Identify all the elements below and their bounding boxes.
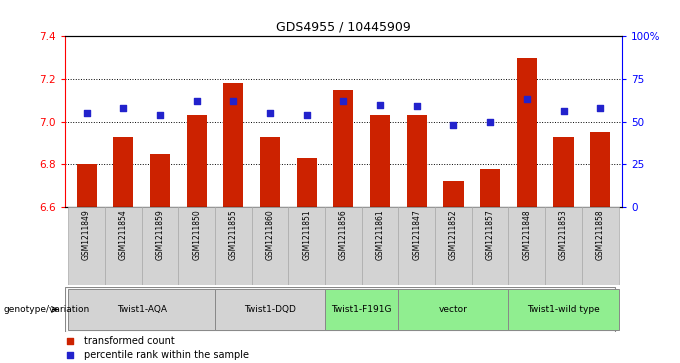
Bar xyxy=(215,289,325,330)
Text: GSM1211856: GSM1211856 xyxy=(339,209,348,260)
Bar xyxy=(325,289,398,330)
Text: GSM1211858: GSM1211858 xyxy=(596,209,605,260)
Bar xyxy=(288,207,325,285)
Bar xyxy=(325,207,362,285)
Point xyxy=(448,122,459,128)
Bar xyxy=(472,207,509,285)
Bar xyxy=(509,207,545,285)
Bar xyxy=(296,158,317,207)
Bar xyxy=(223,83,243,207)
Bar xyxy=(68,289,215,330)
Point xyxy=(118,105,129,111)
Bar xyxy=(590,132,610,207)
Bar xyxy=(113,136,133,207)
Point xyxy=(485,119,496,125)
Bar xyxy=(105,207,141,285)
Bar xyxy=(582,207,619,285)
Text: GSM1211847: GSM1211847 xyxy=(412,209,422,260)
Text: Twist1-F191G: Twist1-F191G xyxy=(331,305,392,314)
Text: GSM1211848: GSM1211848 xyxy=(522,209,531,260)
Bar xyxy=(480,168,500,207)
Point xyxy=(375,102,386,107)
Bar xyxy=(362,207,398,285)
Bar xyxy=(68,207,105,285)
Bar xyxy=(260,136,280,207)
Bar xyxy=(443,181,464,207)
Bar xyxy=(77,164,97,207)
Text: GSM1211855: GSM1211855 xyxy=(229,209,238,260)
Bar xyxy=(407,115,427,207)
Bar xyxy=(215,207,252,285)
Bar xyxy=(435,207,472,285)
Text: GSM1211861: GSM1211861 xyxy=(375,209,385,260)
Point xyxy=(65,352,75,358)
Text: GSM1211850: GSM1211850 xyxy=(192,209,201,260)
Text: GSM1211851: GSM1211851 xyxy=(302,209,311,260)
Text: GSM1211849: GSM1211849 xyxy=(82,209,91,260)
Text: GSM1211860: GSM1211860 xyxy=(265,209,275,260)
Text: vector: vector xyxy=(439,305,468,314)
Point xyxy=(65,338,75,344)
Text: GSM1211852: GSM1211852 xyxy=(449,209,458,260)
Bar xyxy=(398,207,435,285)
Point xyxy=(81,110,92,116)
Text: transformed count: transformed count xyxy=(84,336,175,346)
Bar xyxy=(545,207,582,285)
Bar xyxy=(141,207,178,285)
Point xyxy=(191,98,202,104)
Text: GSM1211854: GSM1211854 xyxy=(119,209,128,260)
Point xyxy=(228,98,239,104)
Text: Twist1-AQA: Twist1-AQA xyxy=(117,305,167,314)
Bar xyxy=(370,115,390,207)
Text: GSM1211853: GSM1211853 xyxy=(559,209,568,260)
Point xyxy=(411,103,422,109)
Text: genotype/variation: genotype/variation xyxy=(3,305,90,314)
Point xyxy=(154,112,165,118)
Bar xyxy=(398,289,509,330)
Point xyxy=(301,112,312,118)
Text: Twist1-wild type: Twist1-wild type xyxy=(527,305,600,314)
Text: GSM1211859: GSM1211859 xyxy=(156,209,165,260)
Bar xyxy=(150,154,170,207)
Bar xyxy=(252,207,288,285)
Bar xyxy=(554,136,574,207)
Bar xyxy=(517,58,537,207)
Bar xyxy=(333,90,354,207)
Bar xyxy=(509,289,619,330)
Text: GSM1211857: GSM1211857 xyxy=(486,209,494,260)
Point xyxy=(595,105,606,111)
Point xyxy=(338,98,349,104)
Text: percentile rank within the sample: percentile rank within the sample xyxy=(84,350,249,360)
Title: GDS4955 / 10445909: GDS4955 / 10445909 xyxy=(276,21,411,34)
Point xyxy=(265,110,275,116)
Bar xyxy=(186,115,207,207)
Bar xyxy=(178,207,215,285)
Text: Twist1-DQD: Twist1-DQD xyxy=(244,305,296,314)
Point xyxy=(558,109,569,114)
Point xyxy=(522,97,532,102)
